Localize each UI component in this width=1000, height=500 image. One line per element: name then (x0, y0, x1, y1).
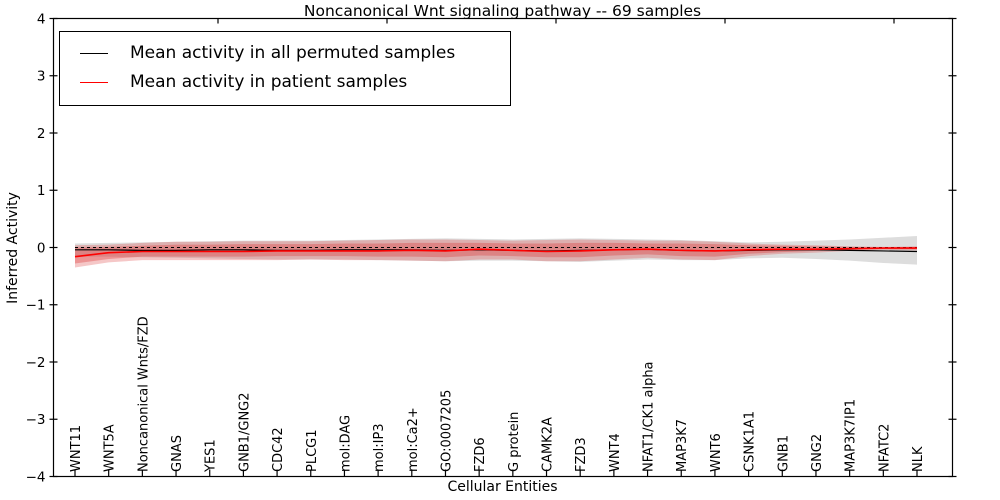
x-tick-label: GO:0007205 (439, 390, 454, 472)
legend-line-swatch (80, 53, 108, 54)
y-tick-label: −3 (26, 412, 46, 428)
x-tick-label: FZD6 (473, 437, 488, 472)
x-tick-label: WNT6 (709, 433, 724, 472)
y-tick-label: 2 (37, 126, 46, 142)
x-tick-label: GNG2 (810, 434, 825, 472)
legend-line-swatch (80, 82, 108, 83)
x-tick-label: Noncanonical Wnts/FZD (136, 316, 151, 472)
x-tick-label: MAP3K7 (675, 419, 690, 472)
y-axis-label: Inferred Activity (5, 192, 21, 304)
legend-item-label: Mean activity in patient samples (130, 72, 408, 92)
y-tick-label: 0 (37, 240, 46, 256)
y-tick-label: −1 (26, 298, 46, 314)
x-tick-label: NLK (911, 446, 926, 472)
x-tick-label: FZD3 (574, 437, 589, 472)
x-tick-label: GNAS (170, 435, 185, 472)
x-tick-label: GNB1 (776, 435, 791, 472)
x-tick-label: CAMK2A (541, 417, 556, 472)
patient-mean-line (74, 247, 917, 258)
legend-item: Mean activity in all permuted samples (66, 39, 504, 68)
x-tick-label: YES1 (204, 439, 219, 473)
x-tick-label: CSNK1A1 (743, 411, 758, 472)
x-tick-label: WNT11 (69, 425, 84, 472)
x-tick-label: WNT4 (608, 433, 623, 472)
x-tick-label: WNT5A (103, 424, 118, 472)
x-tick-label: mol:IP3 (372, 423, 387, 472)
y-tick-label: 1 (37, 183, 46, 199)
x-tick-label: G protein (507, 412, 522, 472)
y-tick-label: 3 (37, 69, 46, 85)
x-axis-label: Cellular Entities (447, 479, 558, 495)
y-tick-label: −2 (26, 355, 46, 371)
x-tick-label: PLCG1 (305, 429, 320, 472)
patient-std-outer-band (75, 239, 917, 268)
x-tick-label: CDC42 (271, 427, 286, 472)
chart-title: Noncanonical Wnt signaling pathway -- 69… (303, 2, 702, 20)
y-tick-label: 4 (37, 11, 46, 27)
patient-std-inner-band (75, 242, 917, 264)
x-tick-label: GNB1/GNG2 (237, 392, 252, 472)
x-tick-label: mol:Ca2+ (406, 407, 421, 472)
x-tick-label: NFAT1/CK1 alpha (642, 361, 657, 472)
y-tick-label: −4 (26, 469, 46, 485)
legend: Mean activity in all permuted samples Mea… (59, 31, 511, 106)
x-tick-label: NFATC2 (877, 424, 892, 472)
x-tick-label: MAP3K7IP1 (844, 399, 859, 472)
legend-item: Mean activity in patient samples (66, 68, 504, 97)
legend-item-label: Mean activity in all permuted samples (130, 43, 456, 63)
x-tick-label: mol:DAG (338, 415, 353, 472)
